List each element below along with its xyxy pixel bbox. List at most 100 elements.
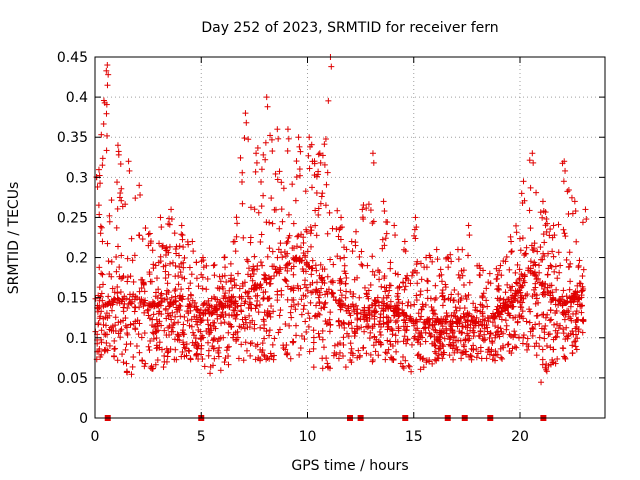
data-point <box>222 264 229 271</box>
data-point <box>313 279 320 286</box>
data-point <box>484 328 491 335</box>
data-point <box>361 311 368 318</box>
data-point <box>153 328 160 335</box>
data-point <box>238 308 245 315</box>
data-point <box>502 307 509 314</box>
data-point <box>233 233 240 240</box>
data-point <box>402 275 409 282</box>
data-point <box>462 348 469 355</box>
data-point <box>159 346 166 353</box>
data-point <box>285 135 292 142</box>
data-point <box>315 168 322 175</box>
data-point <box>431 321 438 328</box>
data-point <box>342 294 349 301</box>
data-point <box>200 310 207 317</box>
data-point <box>151 302 158 309</box>
data-point <box>267 132 274 139</box>
data-point <box>124 331 131 338</box>
data-point <box>485 318 492 325</box>
data-point <box>371 272 378 279</box>
data-point <box>420 319 427 326</box>
data-point <box>360 216 367 223</box>
data-point <box>142 360 149 367</box>
data-point <box>383 284 390 291</box>
data-point <box>198 335 205 342</box>
data-point <box>503 322 510 329</box>
data-point <box>257 281 264 288</box>
data-point <box>521 273 528 280</box>
data-point <box>258 231 265 238</box>
data-point <box>574 335 581 342</box>
data-point <box>465 332 472 339</box>
data-point <box>439 302 446 309</box>
data-point <box>520 332 527 339</box>
data-point <box>176 252 183 259</box>
data-point <box>349 248 356 255</box>
data-point <box>402 312 409 319</box>
data-point <box>100 281 107 288</box>
data-point <box>451 286 458 293</box>
data-point <box>435 336 442 343</box>
data-point <box>222 290 229 297</box>
data-point <box>553 286 560 293</box>
data-point <box>516 266 523 273</box>
data-point <box>251 266 258 273</box>
data-point <box>200 300 207 307</box>
data-point <box>373 308 380 315</box>
data-point <box>155 286 162 293</box>
data-point <box>296 166 303 173</box>
data-point <box>353 228 360 235</box>
data-point <box>401 238 408 245</box>
data-point <box>118 275 125 282</box>
data-point <box>210 345 217 352</box>
data-point <box>104 240 111 247</box>
data-point <box>519 200 526 207</box>
x-tick-label: 15 <box>405 429 423 445</box>
data-point <box>265 295 272 302</box>
y-tick-label: 0 <box>79 411 88 427</box>
data-point <box>476 333 483 340</box>
data-point <box>236 323 243 330</box>
data-point <box>331 342 338 349</box>
data-point <box>569 328 576 335</box>
data-point <box>399 300 406 307</box>
data-point <box>529 325 536 332</box>
data-point <box>247 340 254 347</box>
data-point <box>509 303 516 310</box>
data-point <box>192 339 199 346</box>
data-point <box>184 317 191 324</box>
data-point <box>448 291 455 298</box>
data-point <box>142 297 149 304</box>
data-point <box>307 243 314 250</box>
data-point <box>176 243 183 250</box>
data-point <box>354 310 361 317</box>
data-point <box>367 281 374 288</box>
data-point <box>98 270 105 277</box>
data-point <box>130 320 137 327</box>
data-point <box>571 338 578 345</box>
data-point <box>470 333 477 340</box>
data-point <box>156 339 163 346</box>
data-point <box>118 326 125 333</box>
data-point <box>549 289 556 296</box>
data-point <box>258 178 265 185</box>
data-point <box>272 170 279 177</box>
data-point <box>129 363 136 370</box>
data-point <box>298 231 305 238</box>
data-point <box>329 279 336 286</box>
data-point <box>483 321 490 328</box>
data-point <box>119 203 126 210</box>
data-point <box>543 368 550 375</box>
data-point <box>285 211 292 218</box>
data-point <box>560 326 567 333</box>
data-point <box>103 310 110 317</box>
data-point <box>217 300 224 307</box>
data-point <box>96 284 103 291</box>
data-point <box>443 330 450 337</box>
data-point <box>399 279 406 286</box>
data-point <box>338 224 345 231</box>
data-point <box>514 318 521 325</box>
data-point <box>557 298 564 305</box>
data-point <box>544 311 551 318</box>
data-point <box>222 311 229 318</box>
